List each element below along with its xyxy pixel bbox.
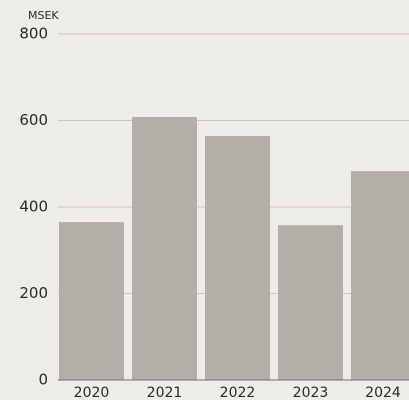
bar <box>205 136 270 380</box>
y-axis-label: MSEK <box>28 9 59 22</box>
y-tick-label: 200 <box>19 284 48 302</box>
bar <box>351 171 409 380</box>
x-tick-label: 2020 <box>74 385 110 400</box>
x-tick-label: 2021 <box>147 385 183 400</box>
y-tick-label: 0 <box>38 371 48 389</box>
bar <box>132 117 197 380</box>
x-tick-label: 2023 <box>293 385 329 400</box>
bar <box>59 222 124 380</box>
y-tick-label: 400 <box>19 198 48 216</box>
y-tick-label: 600 <box>19 111 48 129</box>
x-tick-label: 2024 <box>365 385 401 400</box>
bar <box>278 225 343 380</box>
x-tick-label: 2022 <box>220 385 256 400</box>
y-tick-label: 800 <box>19 25 48 43</box>
